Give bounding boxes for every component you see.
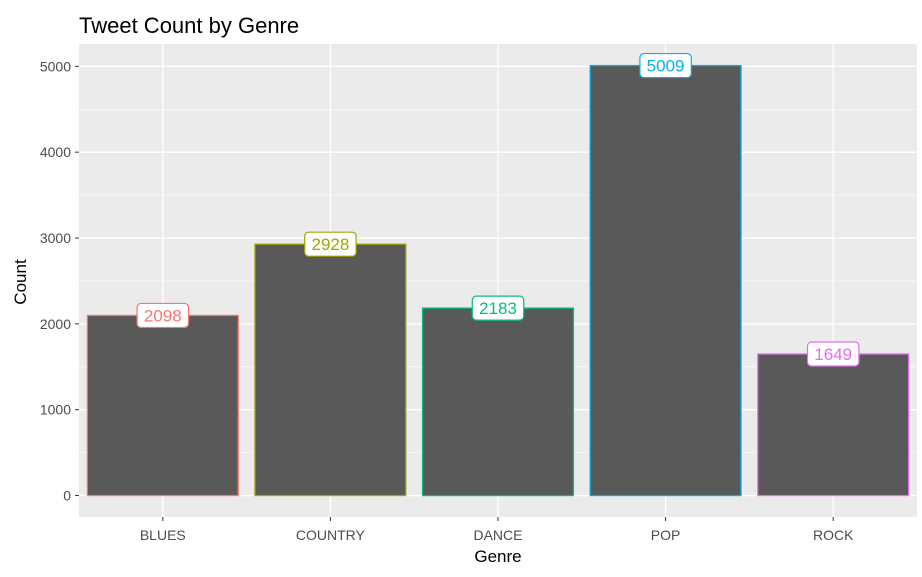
y-tick-label: 1000 [40, 402, 71, 418]
y-tick-label: 0 [63, 488, 71, 504]
bar [254, 243, 407, 497]
x-axis-title: Genre [474, 547, 521, 566]
data-label: 5009 [647, 57, 685, 76]
data-label-box [471, 295, 525, 321]
data-label: 2183 [479, 299, 517, 318]
y-tick-label: 3000 [40, 230, 71, 246]
x-tick-label: ROCK [813, 527, 854, 543]
x-tick-label: DANCE [473, 527, 522, 543]
y-axis: 0 1000 2000 3000 4000 5000 [40, 58, 79, 504]
data-label-box [639, 52, 692, 79]
data-label: 1649 [814, 345, 852, 364]
x-axis: BLUES COUNTRY DANCE POP ROCK [140, 517, 854, 543]
x-tick-label: POP [651, 527, 681, 543]
chart-title: Tweet Count by Genre [79, 13, 299, 38]
y-tick-label: 5000 [40, 58, 71, 74]
bar [589, 64, 742, 497]
data-label-box [304, 231, 357, 257]
bar [421, 307, 575, 497]
data-label-box [806, 341, 860, 367]
x-tick-label: BLUES [140, 527, 186, 543]
data-labels: 2098 2928 2183 5009 1649 [136, 52, 860, 367]
data-label: 2928 [311, 235, 349, 254]
y-axis-title: Count [11, 259, 30, 305]
x-tick-label: COUNTRY [296, 527, 366, 543]
y-tick-label: 2000 [40, 316, 71, 332]
bar [757, 353, 910, 497]
bar [86, 314, 239, 497]
data-label: 2098 [144, 306, 182, 325]
y-tick-label: 4000 [40, 144, 71, 160]
data-label-box [136, 302, 190, 329]
